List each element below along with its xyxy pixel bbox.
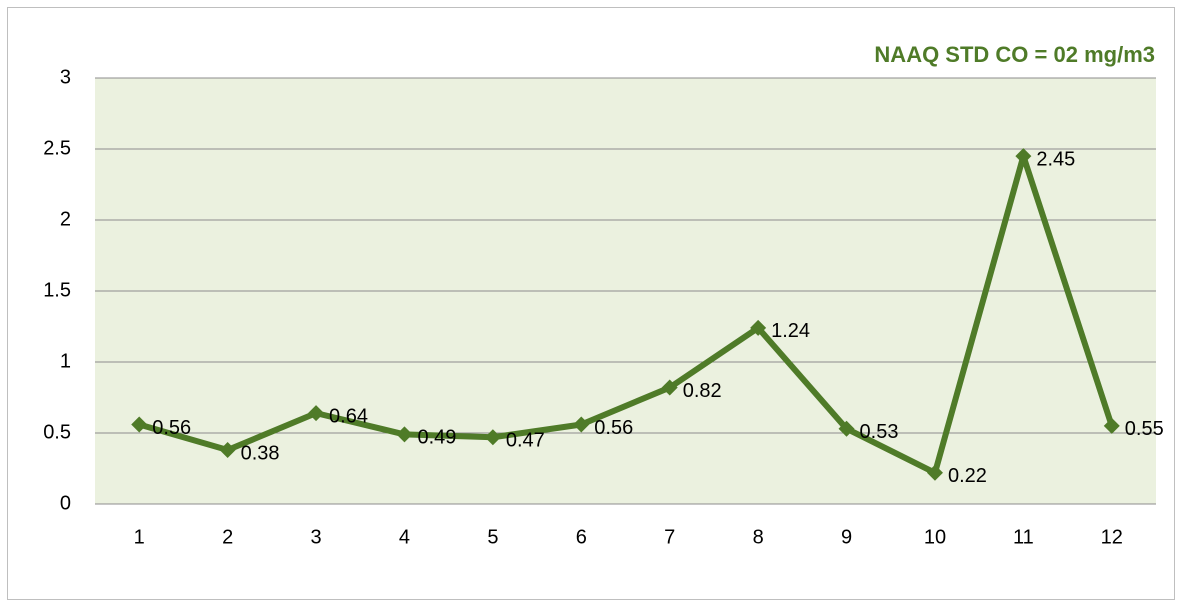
point-marker — [484, 429, 501, 446]
data-line — [138, 153, 1115, 476]
y-tick-label: 1 — [60, 350, 71, 372]
point-marker — [573, 416, 590, 433]
chart-title: NAAQ STD CO = 02 mg/m3 — [874, 42, 1155, 67]
x-tick-label: 7 — [664, 526, 675, 548]
point-marker — [838, 420, 855, 437]
data-label: 0.38 — [241, 442, 280, 464]
x-tick-label: 9 — [841, 526, 852, 548]
y-tick-label: 3 — [60, 66, 71, 88]
x-tick-label: 3 — [310, 526, 321, 548]
data-label: 0.53 — [860, 421, 899, 443]
data-label: 2.45 — [1036, 148, 1075, 170]
x-tick-label: 2 — [222, 526, 233, 548]
point-marker — [661, 379, 678, 396]
y-tick-label: 2.5 — [43, 137, 71, 159]
point-marker — [750, 319, 767, 336]
point-marker — [308, 405, 325, 422]
x-tick-label: 4 — [399, 526, 410, 548]
data-label: 0.55 — [1125, 418, 1164, 440]
x-tick-label: 6 — [576, 526, 587, 548]
point-marker — [1015, 148, 1032, 165]
data-label: 0.56 — [152, 417, 191, 439]
data-label: 0.64 — [329, 405, 368, 427]
point-marker — [219, 442, 236, 459]
data-label: 1.24 — [771, 320, 810, 342]
data-label: 0.47 — [506, 430, 545, 452]
data-label: 0.22 — [948, 465, 987, 487]
x-tick-label: 5 — [487, 526, 498, 548]
data-label: 0.49 — [417, 427, 456, 449]
y-tick-label: 0.5 — [43, 421, 71, 443]
y-tick-label: 0 — [60, 492, 71, 514]
x-tick-label: 1 — [134, 526, 145, 548]
x-tick-label: 8 — [753, 526, 764, 548]
point-marker — [396, 426, 413, 443]
point-marker — [131, 416, 148, 433]
x-tick-label: 10 — [924, 526, 946, 548]
y-tick-label: 2 — [60, 208, 71, 230]
data-label: 0.82 — [683, 380, 722, 402]
x-tick-label: 12 — [1101, 526, 1123, 548]
data-label: 0.56 — [594, 417, 633, 439]
x-tick-label: 11 — [1013, 526, 1034, 548]
y-tick-label: 1.5 — [43, 279, 71, 301]
point-marker — [1103, 417, 1120, 434]
point-marker — [926, 464, 943, 481]
